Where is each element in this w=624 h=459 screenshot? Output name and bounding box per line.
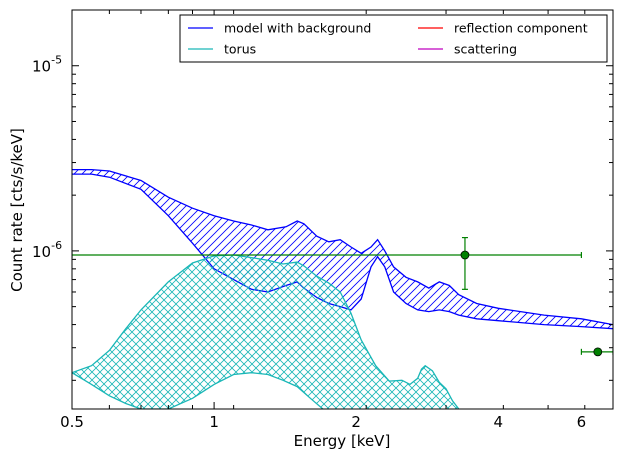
axis-ticks bbox=[71, 9, 613, 409]
data-point-2 bbox=[580, 347, 613, 357]
x-tick-labels: 0.5 1 2 4 6 bbox=[60, 413, 586, 431]
legend-label: reflection component bbox=[454, 21, 588, 36]
x-tick-label: 6 bbox=[577, 413, 587, 431]
data-point-marker bbox=[460, 250, 470, 260]
y-axis-label: Count rate [cts/s/keV] bbox=[8, 128, 26, 292]
data-point-1 bbox=[72, 236, 582, 290]
legend-entry-reflection-component: reflection component bbox=[418, 21, 588, 36]
band-upper-model-with-background bbox=[72, 168, 613, 326]
y-tick-label: 10-6 bbox=[32, 239, 62, 261]
x-tick-label: 2 bbox=[351, 413, 361, 431]
data-point-marker bbox=[593, 347, 603, 357]
band-upper-torus bbox=[72, 254, 460, 409]
legend-entry-model-with-background: model with background bbox=[188, 21, 371, 36]
y-tick-label: 10-5 bbox=[32, 54, 62, 76]
legend-label: model with background bbox=[224, 21, 371, 36]
x-tick-label: 1 bbox=[209, 413, 219, 431]
legend-entry-torus: torus bbox=[188, 42, 256, 57]
legend-label: scattering bbox=[454, 42, 517, 57]
band-lower-torus bbox=[72, 372, 326, 409]
x-tick-label: 4 bbox=[494, 413, 504, 431]
x-tick-label: 0.5 bbox=[60, 413, 84, 431]
band-fill-torus bbox=[72, 255, 459, 409]
x-axis-label: Energy [keV] bbox=[294, 432, 391, 450]
legend-entry-scattering: scattering bbox=[418, 42, 517, 57]
y-tick-labels: 10-6 10-5 bbox=[32, 54, 62, 261]
legend-label: torus bbox=[224, 42, 256, 57]
band-lower-model-with-background bbox=[72, 173, 613, 330]
plot-area bbox=[72, 168, 613, 409]
legend-box bbox=[179, 14, 608, 63]
legend: model with background torus reflection com… bbox=[179, 14, 608, 63]
band-fill-model-with-background bbox=[72, 169, 613, 329]
plot-frame bbox=[71, 9, 614, 410]
